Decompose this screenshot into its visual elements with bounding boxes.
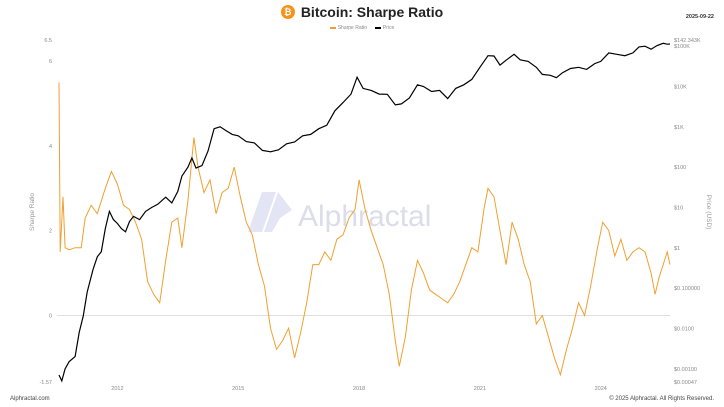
x-axis-ticks: 2012 2015 2018 2021 2024 (111, 386, 607, 392)
x-tick-label: 2018 (353, 386, 365, 392)
chart-legend: Sharpe Ratio Price (0, 25, 724, 31)
right-tick-label: $100 (674, 165, 686, 171)
footer-copyright: © 2025 Alphractal. All Rights Reserved. (609, 396, 714, 402)
left-tick-label: 6.5 (44, 38, 52, 44)
right-tick-label: $0.100000 (674, 286, 700, 292)
series-line-sharpe-ratio (58, 82, 671, 377)
right-tick-label: $0.00100 (674, 367, 697, 373)
legend-item-sharpe[interactable]: Sharpe Ratio (329, 25, 367, 31)
chart-title: Bitcoin: Sharpe Ratio (300, 4, 444, 20)
legend-swatch-price (374, 27, 381, 29)
title-wrap: ₿ Bitcoin: Sharpe Ratio (0, 4, 724, 20)
chart-date: 2025-09-22 (685, 14, 714, 20)
watermark-text: Alphractal (298, 200, 431, 233)
left-axis-ticks: 6.5 6 4 2 0 -1.57 (39, 38, 52, 386)
right-tick-label: $100K (674, 44, 690, 50)
left-tick-label: 0 (49, 313, 52, 319)
x-tick-label: 2024 (595, 386, 607, 392)
right-axis-title: Price (USD) (705, 195, 712, 230)
watermark: Alphractal (248, 192, 431, 233)
legend-label-sharpe: Sharpe Ratio (337, 25, 367, 31)
right-tick-label: $1 (674, 246, 680, 252)
right-tick-label: $0.0100 (674, 326, 694, 332)
legend-swatch-sharpe (329, 27, 336, 29)
x-tick-label: 2021 (474, 386, 486, 392)
right-tick-label: $142.343K (674, 38, 701, 44)
left-tick-label: -1.57 (39, 380, 52, 386)
left-tick-label: 6 (49, 59, 52, 65)
right-tick-label: $10 (674, 205, 683, 211)
legend-label-price: Price (382, 25, 395, 31)
left-tick-label: 4 (49, 144, 52, 150)
x-tick-label: 2015 (232, 386, 244, 392)
right-tick-label: $10K (674, 85, 687, 91)
series-line-price (58, 42, 671, 383)
x-tick-label: 2012 (111, 386, 123, 392)
left-tick-label: 2 (49, 229, 52, 235)
right-tick-label: $1K (674, 125, 684, 131)
footer-site[interactable]: Alphractal.com (10, 396, 50, 402)
right-axis-ticks: $142.343K$100K $10K $1K $100 $10 $1 $0.100000 $… (674, 38, 701, 386)
right-tick-label: $0.00047 (674, 380, 697, 386)
legend-item-price[interactable]: Price (374, 25, 395, 31)
watermark-logo-icon (248, 192, 292, 232)
left-axis-title: Sharpe Ratio (29, 193, 36, 231)
chart-header: ₿ Bitcoin: Sharpe Ratio 2025-09-22 (0, 4, 724, 26)
bitcoin-icon: ₿ (280, 5, 295, 19)
